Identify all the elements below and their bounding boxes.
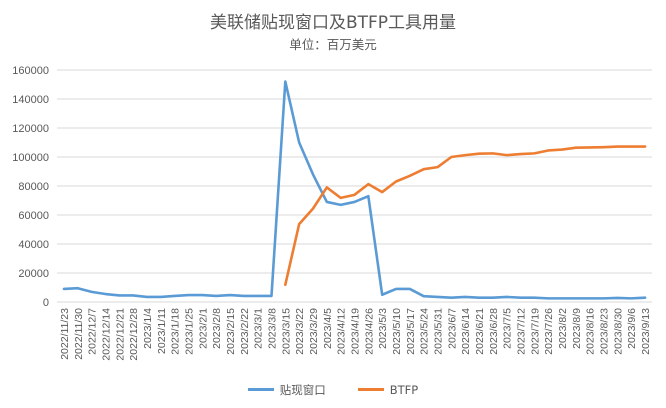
legend: 贴现窗口 BTFP (0, 380, 666, 398)
y-axis-ticks: 0 20000 40000 60000 80000 100000 120000 140000 1… (12, 65, 49, 309)
series-lines (62, 80, 647, 300)
x-tick-label: 2023/3/15 (280, 308, 292, 355)
legend-label: BTFP (389, 382, 419, 397)
y-tick-label: 20000 (18, 268, 49, 280)
x-tick-label: 2023/1/25 (183, 308, 195, 355)
y-tick-label: 80000 (18, 181, 49, 193)
x-tick-label: 2023/1/11 (156, 308, 168, 354)
x-tick-label: 2023/3/1 (253, 308, 265, 349)
x-tick-label: 2022/11/30 (73, 308, 85, 360)
legend-item: 贴现窗口 (247, 382, 326, 398)
chart-subtitle: 单位：百万美元 (289, 37, 377, 52)
x-tick-label: 2022/12/14 (100, 308, 112, 361)
x-tick-label: 2023/7/12 (516, 308, 528, 355)
legend-label: 贴现窗口 (279, 382, 326, 397)
legend-swatch (357, 388, 384, 391)
x-tick-label: 2023/3/29 (308, 308, 320, 355)
x-tick-label: 2023/8/23 (599, 308, 611, 355)
x-tick-label: 2023/1/4 (142, 308, 154, 349)
y-tick-label: 0 (43, 297, 49, 309)
x-tick-label: 2023/6/21 (474, 308, 486, 355)
x-tick-label: 2023/1/18 (170, 308, 182, 355)
x-tick-label: 2023/5/10 (391, 308, 403, 355)
series-line-1 (284, 145, 647, 287)
x-tick-label: 2023/5/3 (377, 308, 389, 349)
x-tick-label: 2023/8/2 (557, 308, 569, 349)
x-tick-label: 2022/12/28 (128, 308, 140, 361)
x-tick-label: 2023/5/17 (405, 308, 417, 355)
x-tick-label: 2023/9/6 (626, 308, 638, 349)
y-tick-label: 140000 (12, 94, 49, 106)
series-line-0 (62, 80, 647, 300)
x-tick-label: 2022/12/7 (87, 308, 99, 355)
x-tick-label: 2023/2/8 (211, 308, 223, 349)
x-tick-label: 2023/2/15 (225, 308, 237, 355)
x-tick-label: 2023/8/30 (612, 308, 624, 355)
legend-item: BTFP (357, 382, 419, 397)
x-tick-label: 2023/4/12 (336, 308, 348, 355)
y-tick-label: 160000 (12, 65, 49, 77)
x-tick-label: 2023/4/5 (322, 308, 334, 349)
y-tick-label: 60000 (18, 210, 49, 222)
x-tick-label: 2023/4/19 (350, 308, 362, 355)
x-tick-label: 2023/3/8 (266, 308, 278, 349)
x-tick-label: 2023/3/22 (294, 308, 306, 355)
x-tick-label: 2023/5/24 (419, 308, 431, 355)
x-tick-label: 2023/6/28 (488, 308, 500, 355)
gridlines (57, 69, 652, 274)
chart-title: 美联储贴现窗口及BTFP工具用量 (209, 13, 457, 33)
x-tick-label: 2023/6/7 (446, 308, 458, 349)
legend-swatch (247, 388, 274, 391)
x-tick-label: 2023/7/5 (502, 308, 514, 349)
x-tick-label: 2023/2/1 (197, 308, 209, 349)
y-tick-label: 120000 (12, 123, 49, 135)
x-tick-label: 2023/8/16 (585, 308, 597, 355)
x-tick-label: 2023/7/26 (543, 308, 555, 355)
x-tick-label: 2023/2/22 (239, 308, 251, 355)
x-tick-label: 2023/4/26 (363, 308, 375, 355)
x-axis-ticks: 2022/11/23 2022/11/30 2022/12/7 2022/12/14 2… (59, 308, 652, 361)
x-tick-label: 2023/6/14 (460, 308, 472, 355)
x-tick-label: 2023/9/13 (640, 308, 652, 355)
x-tick-label: 2023/5/31 (433, 308, 445, 355)
x-tick-label: 2022/11/23 (59, 308, 71, 360)
y-tick-label: 100000 (12, 152, 49, 164)
x-tick-label: 2023/7/19 (529, 308, 541, 355)
y-tick-label: 40000 (18, 239, 49, 251)
x-tick-label: 2022/12/21 (114, 308, 126, 361)
x-tick-label: 2023/8/9 (571, 308, 583, 349)
